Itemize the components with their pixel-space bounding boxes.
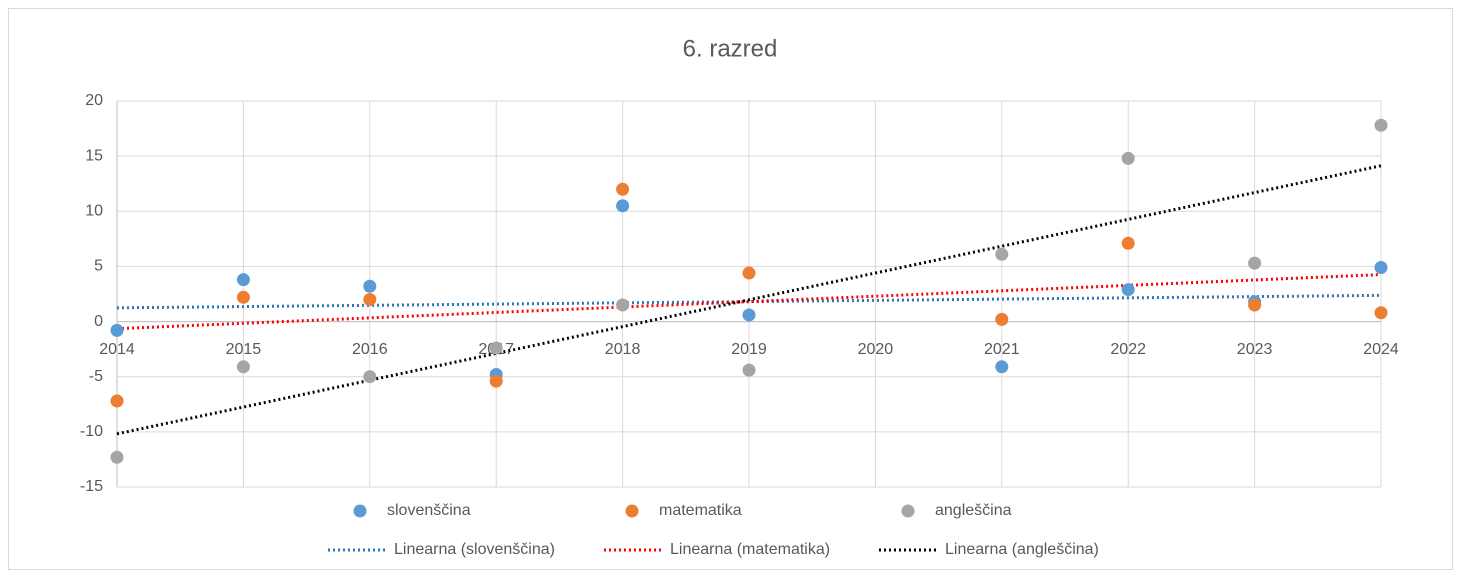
legend-label: matematika <box>659 502 742 519</box>
point <box>1374 306 1388 320</box>
point <box>742 266 756 280</box>
point <box>742 308 756 322</box>
point <box>236 273 250 287</box>
legend-label: angleščina <box>935 502 1012 519</box>
x-tick-label: 2015 <box>226 341 262 358</box>
point <box>1121 151 1135 165</box>
point <box>616 199 630 213</box>
y-tick-label: -15 <box>80 478 103 495</box>
point <box>236 360 250 374</box>
x-tick-label: 2021 <box>984 341 1020 358</box>
point <box>1121 283 1135 297</box>
legend-label: Linearna (angleščina) <box>945 541 1099 558</box>
y-tick-label: 10 <box>85 203 103 220</box>
y-tick-label: 15 <box>85 147 103 164</box>
x-tick-label: 2016 <box>352 341 388 358</box>
point <box>363 293 377 307</box>
point <box>489 374 503 388</box>
x-tick-label: 2018 <box>605 341 641 358</box>
trendline <box>116 273 1382 331</box>
point <box>110 323 124 337</box>
chart-title: 6. razred <box>683 35 778 62</box>
point <box>616 182 630 196</box>
point <box>363 370 377 384</box>
y-tick-label: -5 <box>89 368 103 385</box>
x-tick-label: 2023 <box>1237 341 1273 358</box>
point <box>1121 236 1135 250</box>
point <box>1374 118 1388 132</box>
x-tick-label: 2024 <box>1363 341 1399 358</box>
y-tick-label: 20 <box>85 92 103 109</box>
legend-marker <box>353 504 367 518</box>
point <box>995 360 1009 374</box>
point <box>236 290 250 304</box>
point <box>363 279 377 293</box>
point <box>1374 261 1388 275</box>
x-tick-label: 2022 <box>1110 341 1146 358</box>
point <box>742 363 756 377</box>
y-tick-label: 5 <box>94 258 103 275</box>
point <box>110 394 124 408</box>
legend-label: Linearna (matematika) <box>670 541 830 558</box>
legend-label: slovenščina <box>387 502 471 519</box>
point <box>995 247 1009 261</box>
trendline <box>116 164 1382 436</box>
y-tick-label: -10 <box>80 423 103 440</box>
point <box>1248 256 1262 270</box>
point <box>1248 298 1262 312</box>
point <box>616 298 630 312</box>
point <box>995 312 1009 326</box>
trendline <box>116 293 1382 310</box>
point <box>489 341 503 355</box>
legend-label: Linearna (slovenščina) <box>394 541 555 558</box>
x-tick-label: 2019 <box>731 341 767 358</box>
point <box>110 450 124 464</box>
chart-border <box>8 8 1453 570</box>
legend-marker <box>625 504 639 518</box>
y-tick-label: 0 <box>94 313 103 330</box>
legend-marker <box>901 504 915 518</box>
x-tick-label: 2020 <box>858 341 894 358</box>
